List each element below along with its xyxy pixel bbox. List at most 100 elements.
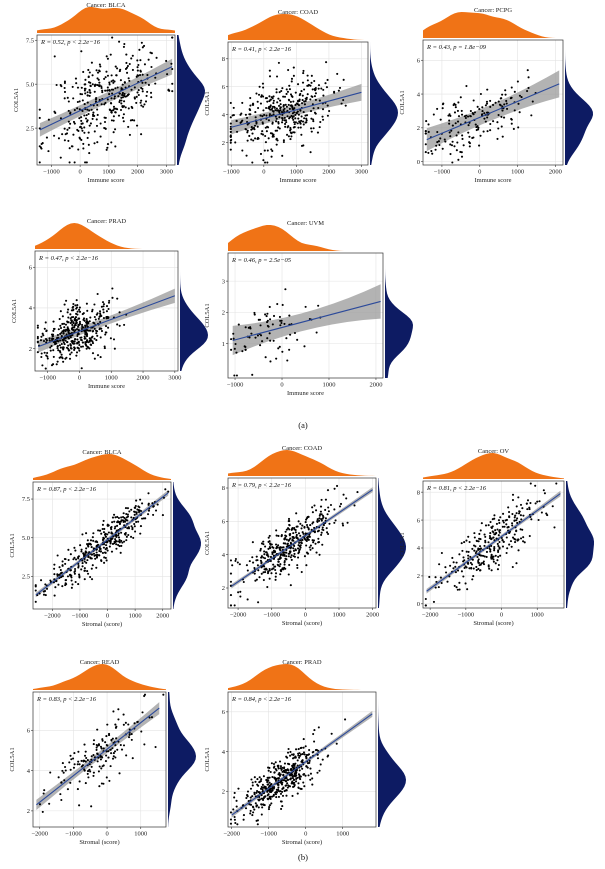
data-point (335, 742, 338, 745)
data-point (141, 81, 144, 84)
data-point (77, 562, 80, 566)
data-point (143, 693, 147, 696)
data-point (258, 776, 261, 779)
data-point (49, 346, 52, 349)
data-point (452, 561, 455, 564)
data-point (512, 127, 515, 131)
data-point (137, 520, 140, 523)
panel-title: Cancer: BLCA (82, 449, 121, 456)
data-point (44, 337, 48, 341)
data-point (274, 761, 277, 764)
data-point (279, 767, 282, 770)
data-point (452, 567, 455, 570)
data-point (123, 42, 126, 46)
data-point (69, 111, 72, 114)
data-point (468, 135, 471, 138)
data-point (326, 114, 329, 117)
data-point (497, 549, 500, 552)
correlation-label: R = 0.83, p < 2.2e−16 (36, 696, 97, 703)
data-point (110, 739, 113, 742)
data-point (127, 125, 130, 128)
data-point (514, 541, 517, 544)
data-point (514, 514, 517, 517)
data-point (482, 561, 485, 564)
right-marginal-density (177, 35, 205, 165)
data-point (291, 539, 294, 542)
data-point (268, 784, 271, 787)
data-point (110, 525, 113, 529)
data-point (99, 320, 102, 324)
data-point (117, 517, 120, 520)
data-point (525, 502, 528, 505)
data-point (526, 89, 529, 93)
x-tick-label: 2000 (156, 613, 169, 620)
data-point (78, 576, 81, 579)
data-point (95, 555, 99, 558)
top-marginal-density (228, 14, 368, 40)
data-point (505, 536, 508, 539)
data-point (424, 132, 427, 135)
data-point (85, 302, 88, 305)
data-point (84, 782, 87, 785)
data-point (75, 558, 78, 561)
data-point (48, 339, 51, 342)
data-point (152, 513, 155, 516)
data-point (78, 322, 81, 325)
data-point (274, 543, 278, 546)
data-point (479, 545, 482, 548)
data-point (441, 107, 444, 110)
data-point (90, 567, 93, 570)
data-point (38, 161, 41, 164)
data-point (322, 529, 325, 532)
data-point (506, 526, 509, 529)
data-point (59, 326, 63, 330)
data-point (467, 124, 470, 127)
data-point (86, 345, 89, 348)
x-axis-title: Immune score (474, 177, 511, 184)
data-point (114, 525, 117, 528)
data-point (483, 117, 486, 120)
data-point (460, 151, 463, 154)
plot-frame (36, 34, 176, 166)
right-marginal-density (180, 251, 208, 371)
data-point (49, 771, 52, 774)
x-tick-label: −1000 (457, 612, 474, 619)
data-point (93, 327, 96, 330)
data-point (307, 774, 310, 777)
data-point (105, 776, 108, 779)
data-point (148, 716, 151, 719)
data-point (84, 117, 88, 120)
data-point (80, 50, 83, 53)
data-point (101, 91, 104, 94)
data-point (106, 549, 109, 552)
data-point (87, 131, 90, 134)
data-point (257, 806, 260, 809)
data-point (268, 806, 271, 809)
data-point (92, 329, 95, 333)
data-point (52, 329, 55, 332)
data-point (116, 297, 119, 300)
data-point (83, 126, 86, 129)
data-point (43, 327, 46, 330)
data-point (95, 746, 98, 749)
data-point (257, 784, 260, 787)
data-point (96, 141, 99, 144)
data-point (90, 765, 93, 768)
data-point (41, 364, 44, 367)
data-point (112, 338, 116, 341)
data-point (97, 529, 100, 532)
data-point (98, 765, 101, 768)
data-point (99, 745, 102, 748)
x-tick-label: 2000 (322, 169, 335, 176)
data-point (73, 122, 76, 125)
data-point (470, 563, 474, 566)
data-point (310, 130, 313, 133)
data-point (62, 360, 65, 363)
x-tick-label: 1000 (134, 831, 147, 838)
data-point (518, 111, 521, 114)
data-point (118, 99, 121, 102)
data-point (136, 69, 139, 72)
data-point (339, 502, 343, 505)
data-point (311, 777, 314, 780)
data-point (305, 518, 308, 521)
